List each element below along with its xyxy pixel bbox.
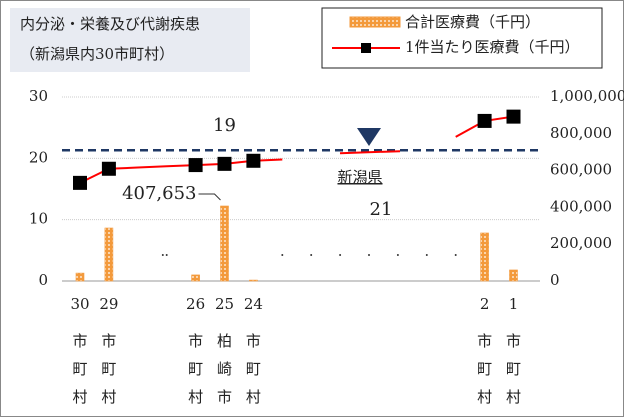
line-marker [73, 175, 87, 190]
legend-label: 合計医療費（千円） [405, 13, 540, 31]
gap-dot [165, 254, 168, 256]
reference-mark [339, 150, 401, 155]
gap-dot [310, 254, 313, 256]
x-tick-label: 24 市町村 [244, 295, 263, 406]
gap-dot [396, 254, 399, 256]
y-tick-label: 30 [29, 87, 48, 105]
gap-dot [281, 254, 284, 256]
reference-name: 新潟県 [337, 168, 382, 186]
legend-box [321, 7, 603, 69]
leader-line [198, 193, 221, 201]
gap-dot [161, 254, 164, 256]
y2-tick-label: 0 [550, 271, 560, 289]
x-tick-label: 30 市町村 [70, 295, 89, 406]
bar [509, 269, 518, 282]
legend-swatch [349, 16, 401, 28]
x-tick-label: 2 市町村 [477, 295, 492, 406]
bar [249, 279, 258, 282]
reference-label: 21 [370, 199, 393, 220]
bar [191, 274, 200, 282]
line-marker [246, 153, 261, 168]
x-tick-label: 25 柏崎市 [215, 295, 234, 406]
gap-dot [339, 254, 342, 256]
y-tick-label: 0 [38, 271, 48, 289]
chart-title: 内分泌・栄養及び代謝疾患 [20, 15, 200, 33]
title-box [10, 8, 250, 72]
line-marker [101, 161, 116, 176]
x-tick-label: 26 市町村 [186, 295, 205, 406]
bar [104, 227, 114, 282]
line-marker [477, 113, 492, 128]
gap-dot [368, 254, 370, 256]
y-tick-label: 10 [29, 210, 48, 228]
line-marker [188, 158, 203, 173]
y2-tick-label: 800,000 [550, 124, 612, 142]
gap-dot [454, 254, 457, 256]
y2-tick-label: 200,000 [550, 234, 612, 252]
line-marker [506, 109, 521, 124]
legend-label: 1件当たり医療費（千円） [405, 38, 580, 56]
bar [75, 272, 85, 282]
chart-subtitle: （新潟県内30市町村） [20, 45, 174, 63]
x-tick-label: 29 市町村 [99, 295, 118, 406]
reference-arrow [357, 128, 381, 146]
line-value-label: 19 [213, 115, 236, 136]
y-tick-label: 20 [29, 148, 48, 166]
bar-value-label: 407,653 [122, 183, 196, 204]
bar [220, 205, 229, 282]
y2-tick-label: 600,000 [550, 161, 612, 179]
y2-tick-label: 1,000,000 [550, 87, 624, 105]
bar [480, 232, 489, 282]
legend-marker [361, 43, 371, 53]
gap-dot [425, 254, 428, 256]
line-marker [217, 156, 232, 171]
x-tick-label: 1 市町村 [506, 295, 521, 406]
y2-tick-label: 400,000 [550, 197, 612, 215]
